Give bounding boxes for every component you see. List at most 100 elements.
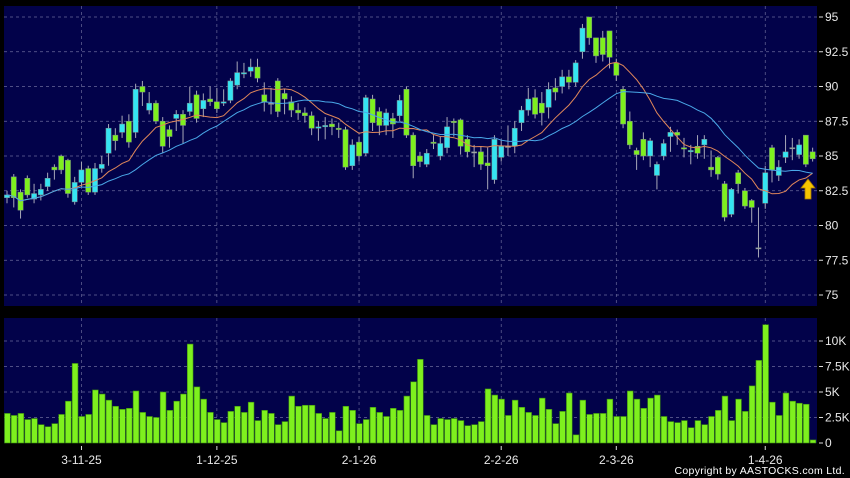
volume-bar bbox=[715, 410, 722, 444]
volume-bar bbox=[159, 391, 167, 444]
candle-down bbox=[335, 127, 342, 130]
candle-down bbox=[58, 155, 65, 171]
candle-down bbox=[809, 151, 816, 160]
candle-down bbox=[51, 166, 58, 171]
volume-bar bbox=[132, 390, 140, 444]
candle-down bbox=[126, 121, 132, 143]
candle-up bbox=[247, 66, 254, 72]
volume-bar bbox=[803, 403, 810, 444]
candle-up bbox=[559, 76, 565, 87]
volume-bar bbox=[369, 406, 377, 444]
candle-up bbox=[78, 169, 85, 183]
candle-up bbox=[220, 101, 227, 104]
candle-down bbox=[302, 112, 308, 116]
volume-bar bbox=[430, 424, 438, 444]
price-tick-label: 90 bbox=[825, 80, 839, 94]
volume-bar bbox=[762, 324, 769, 444]
volume-bar bbox=[694, 420, 702, 444]
volume-bar bbox=[51, 423, 58, 444]
volume-bar bbox=[647, 397, 654, 444]
volume-bar bbox=[478, 421, 485, 444]
candle-down bbox=[369, 98, 376, 123]
volume-bar bbox=[748, 385, 756, 444]
candle-down bbox=[24, 177, 31, 196]
volume-bar bbox=[708, 416, 715, 444]
candle-down bbox=[620, 89, 626, 125]
candle-up bbox=[525, 98, 532, 111]
volume-bar bbox=[200, 398, 207, 444]
volume-bar bbox=[214, 419, 221, 444]
volume-bar bbox=[721, 395, 729, 444]
volume-bar bbox=[112, 405, 119, 444]
candle-down bbox=[532, 97, 538, 115]
candle-down bbox=[254, 66, 261, 79]
candle-down bbox=[274, 80, 281, 112]
volume-bar bbox=[640, 408, 647, 444]
candle-up bbox=[241, 72, 247, 75]
candle-down bbox=[640, 139, 647, 157]
volume-bar bbox=[186, 343, 194, 444]
volume-bar bbox=[410, 381, 417, 444]
candle-down bbox=[538, 102, 545, 114]
candle-up bbox=[200, 100, 207, 109]
candle-up bbox=[322, 125, 329, 128]
volume-bar bbox=[498, 398, 505, 444]
volume-bar bbox=[627, 390, 634, 444]
price-tick-label: 95 bbox=[825, 10, 839, 24]
volume-bar bbox=[755, 360, 763, 444]
candle-down bbox=[281, 93, 288, 100]
volume-bar bbox=[24, 419, 31, 444]
candle-down bbox=[356, 141, 362, 157]
volume-bar bbox=[153, 417, 160, 444]
candle-down bbox=[606, 30, 613, 58]
volume-bar bbox=[335, 430, 343, 444]
volume-bar bbox=[295, 405, 302, 444]
candle-down bbox=[484, 162, 491, 166]
volume-bar bbox=[809, 439, 817, 444]
volume-bar bbox=[423, 415, 431, 444]
candle-down bbox=[214, 101, 220, 109]
candle-up bbox=[396, 100, 403, 116]
candle-down bbox=[613, 62, 620, 76]
volume-bar bbox=[98, 393, 106, 444]
candle-up bbox=[173, 114, 180, 119]
candle-down bbox=[112, 134, 119, 141]
candle-up bbox=[98, 164, 105, 169]
volume-bar bbox=[363, 419, 370, 444]
date-tick-label: 1-12-25 bbox=[196, 453, 238, 467]
volume-tick-label: 5K bbox=[825, 385, 840, 399]
volume-bar bbox=[261, 410, 268, 444]
candle-down bbox=[85, 168, 92, 193]
volume-bar bbox=[471, 424, 478, 444]
candle-down bbox=[410, 134, 417, 166]
candle-up bbox=[518, 109, 525, 123]
volume-bar bbox=[518, 406, 526, 444]
candle-up bbox=[315, 126, 322, 129]
candle-doji bbox=[471, 151, 477, 154]
candle-down bbox=[708, 166, 714, 171]
volume-bar bbox=[139, 412, 146, 444]
candle-up bbox=[105, 127, 112, 154]
volume-bar bbox=[579, 399, 587, 444]
candle-up bbox=[545, 89, 552, 108]
volume-bar bbox=[437, 418, 444, 444]
candle-up bbox=[31, 193, 37, 200]
volume-bar bbox=[193, 386, 201, 444]
candle-down bbox=[681, 147, 687, 150]
date-tick-label: 2-1-26 bbox=[342, 453, 377, 467]
volume-bar bbox=[146, 416, 153, 444]
volume-bar bbox=[71, 363, 79, 444]
volume-axis: 10K 7.5K 5K 2.5K 0 bbox=[819, 334, 850, 450]
candle-down bbox=[457, 119, 464, 147]
volume-bar bbox=[572, 434, 580, 444]
candle-down bbox=[308, 115, 315, 129]
candle-up bbox=[146, 102, 153, 111]
candle-up bbox=[227, 80, 234, 101]
volume-bar bbox=[85, 414, 92, 444]
candle-down bbox=[769, 147, 775, 171]
volume-bar bbox=[247, 401, 255, 444]
candle-up bbox=[491, 139, 498, 180]
volume-bar bbox=[457, 420, 465, 444]
candle-down bbox=[153, 102, 159, 122]
up-arrow-icon bbox=[800, 178, 816, 200]
